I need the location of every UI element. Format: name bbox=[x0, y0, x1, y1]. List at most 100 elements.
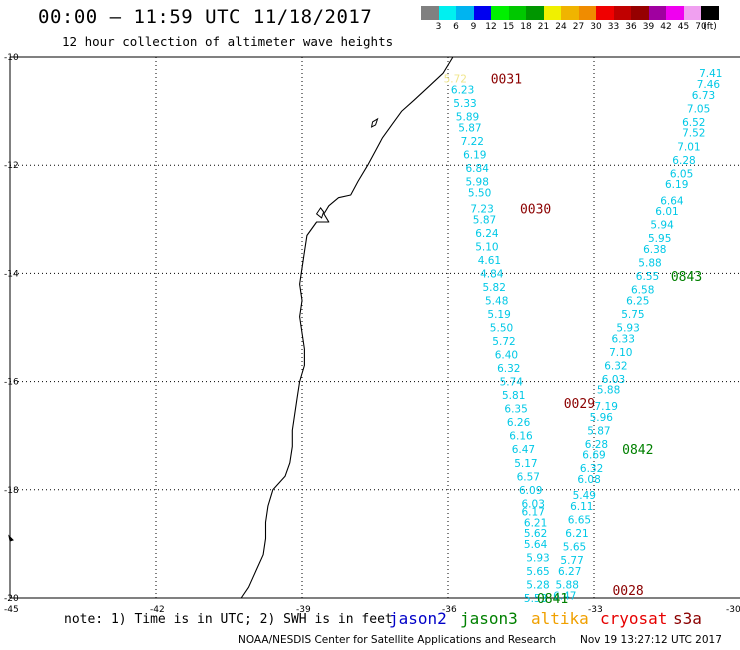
lat-tick-label: -12 bbox=[4, 161, 19, 171]
swh-value-label: 6.57 bbox=[517, 471, 540, 483]
generated-timestamp: Nov 19 13:27:12 UTC 2017 bbox=[580, 634, 722, 646]
swh-value-label: 6.23 bbox=[451, 85, 474, 97]
swh-value-label: 6.84 bbox=[466, 163, 490, 175]
swh-value-label: 5.89 bbox=[456, 112, 479, 124]
legend-jason2: jason2 bbox=[389, 609, 447, 628]
swh-value-label: 6.25 bbox=[626, 296, 649, 308]
swh-value-label: 6.32 bbox=[604, 360, 627, 372]
swh-value-label: 6.47 bbox=[553, 590, 576, 602]
lon-tick-label: -45 bbox=[4, 605, 19, 615]
swh-value-label: 7.23 bbox=[470, 204, 493, 216]
colorbar-labels: 3 6 9 12 15 18 21 24 27 30 33 36 39 42 45 70 (ft) bbox=[421, 22, 740, 34]
swh-value-label: 6.19 bbox=[665, 179, 688, 191]
swh-value-label: 5.19 bbox=[487, 309, 510, 321]
colorbar-swatch bbox=[666, 6, 684, 20]
swh-value-label: 5.62 bbox=[524, 528, 547, 540]
swh-value-label: 6.05 bbox=[670, 168, 693, 180]
colorbar-swatch bbox=[613, 6, 631, 20]
lat-tick-label: -10 bbox=[4, 53, 19, 63]
swh-value-label: 6.19 bbox=[463, 149, 486, 161]
swh-value-label: 6.40 bbox=[495, 350, 518, 362]
colorbar-label: 45 bbox=[677, 22, 690, 32]
lat-tick-label: -20 bbox=[4, 594, 19, 604]
lon-tick-label: -36 bbox=[442, 605, 457, 615]
swh-value-label: 7.52 bbox=[682, 128, 705, 140]
footer-note: note: 1) Time is in UTC; 2) SWH is in fe… bbox=[64, 612, 393, 627]
colorbar-swatch bbox=[508, 6, 526, 20]
pass-time-label: 0841 bbox=[537, 592, 568, 607]
swh-value-label: 6.11 bbox=[570, 501, 593, 513]
swh-value-label: 5.87 bbox=[458, 122, 481, 134]
swh-value-label: 7.41 bbox=[699, 68, 722, 80]
swh-value-label: 5.49 bbox=[573, 490, 596, 502]
colorbar bbox=[421, 6, 719, 20]
swh-value-label: 6.24 bbox=[475, 228, 499, 240]
swh-value-label: 5.94 bbox=[650, 220, 674, 232]
colorbar-label: 30 bbox=[590, 22, 602, 32]
colorbar-label: 27 bbox=[572, 22, 585, 32]
swh-value-label: 5.88 bbox=[638, 258, 661, 270]
swh-value-label: 5.75 bbox=[621, 309, 644, 321]
lat-tick-label: -16 bbox=[4, 378, 19, 388]
swh-value-label: 6.55 bbox=[636, 271, 659, 283]
swh-value-label: 6.28 bbox=[585, 439, 608, 451]
swh-value-label: 5.72 bbox=[444, 74, 467, 86]
swh-value-label: 5.50 bbox=[490, 323, 513, 335]
swh-value-label: 7.22 bbox=[461, 136, 484, 148]
swh-value-label: 6.03 bbox=[602, 374, 625, 386]
swh-value-label: 6.16 bbox=[509, 431, 533, 443]
colorbar-swatch bbox=[683, 6, 701, 20]
swh-value-label: 6.58 bbox=[631, 285, 654, 297]
swh-value-label: 5.53 bbox=[524, 593, 547, 605]
swh-value-label: 6.65 bbox=[568, 515, 591, 527]
lat-tick-label: -18 bbox=[4, 486, 19, 496]
swh-value-label: 5.81 bbox=[502, 390, 525, 402]
swh-value-label: 6.73 bbox=[692, 90, 715, 102]
colorbar-swatch bbox=[438, 6, 456, 20]
pass-time-label: 0028 bbox=[612, 584, 643, 599]
swh-value-label: 5.93 bbox=[526, 552, 549, 564]
colorbar-swatch bbox=[631, 6, 649, 20]
colorbar-swatch bbox=[543, 6, 561, 20]
swh-value-label: 5.50 bbox=[468, 187, 491, 199]
pass-time-label: 0031 bbox=[491, 73, 522, 88]
colorbar-swatch bbox=[648, 6, 666, 20]
swh-value-label: 4.84 bbox=[480, 268, 504, 280]
swh-value-label: 4.61 bbox=[478, 255, 501, 267]
legend-cryosat: cryosat bbox=[600, 609, 668, 628]
swh-value-label: 5.48 bbox=[485, 296, 508, 308]
colorbar-swatch bbox=[701, 6, 719, 20]
swh-value-label: 6.21 bbox=[524, 517, 547, 529]
swh-value-label: 5.95 bbox=[648, 233, 671, 245]
swh-value-label: 7.05 bbox=[687, 103, 710, 115]
swh-value-label: 6.21 bbox=[565, 528, 588, 540]
colorbar-swatch bbox=[596, 6, 614, 20]
edge-mark bbox=[8, 534, 14, 542]
island bbox=[370, 117, 379, 128]
island bbox=[315, 207, 325, 219]
swh-value-label: 6.26 bbox=[507, 417, 531, 429]
swh-value-label: 6.32 bbox=[580, 463, 603, 475]
swh-value-label: 5.28 bbox=[526, 580, 549, 592]
page-title: 00:00 — 11:59 UTC 11/18/2017 bbox=[38, 6, 373, 28]
swh-value-label: 6.09 bbox=[519, 485, 542, 497]
colorbar-label: 3 bbox=[435, 22, 442, 32]
colorbar-swatch bbox=[473, 6, 491, 20]
colorbar-label: 24 bbox=[555, 22, 567, 32]
pass-time-label: 0842 bbox=[622, 443, 653, 458]
swh-value-label: 5.64 bbox=[524, 539, 548, 551]
swh-value-label: 7.01 bbox=[677, 141, 700, 153]
colorbar-label: 18 bbox=[520, 22, 532, 32]
swh-value-label: 6.69 bbox=[582, 450, 605, 462]
swh-value-label: 6.64 bbox=[660, 195, 684, 207]
colorbar-label: 39 bbox=[642, 22, 655, 32]
swh-value-label: 6.08 bbox=[577, 474, 600, 486]
colorbar-label: 36 bbox=[625, 22, 637, 32]
colorbar-label: 9 bbox=[470, 22, 477, 32]
swh-value-label: 5.77 bbox=[560, 555, 583, 567]
swh-value-label: 5.17 bbox=[514, 458, 537, 470]
pass-time-label: 0029 bbox=[564, 397, 595, 412]
legend-jason3: jason3 bbox=[460, 609, 518, 628]
swh-value-label: 5.88 bbox=[597, 385, 620, 397]
lon-tick-label: -30 bbox=[726, 605, 740, 615]
